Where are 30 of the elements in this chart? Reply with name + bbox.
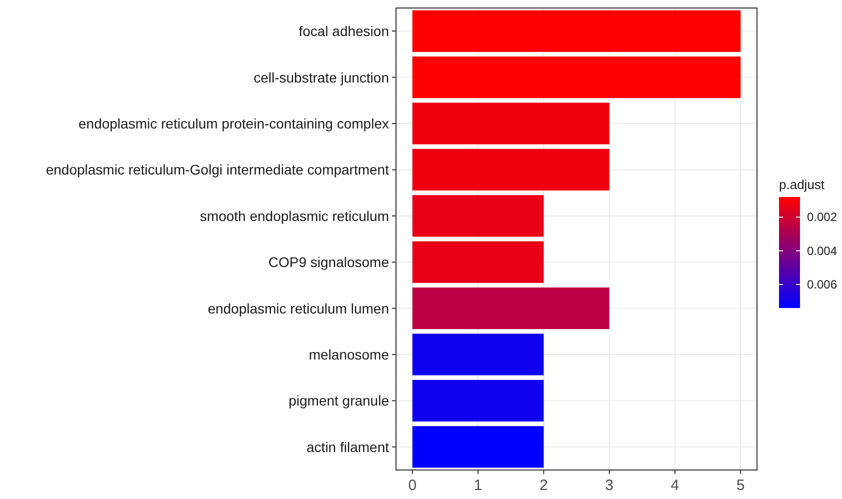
color-bar-title: p.adjust: [779, 177, 825, 192]
y-tick-label: smooth endoplasmic reticulum: [200, 208, 389, 224]
color-bar-label: 0.004: [807, 244, 838, 258]
bar: [412, 288, 610, 330]
y-tick-label: focal adhesion: [298, 23, 389, 40]
bar: [412, 380, 544, 422]
x-tick-label: 4: [670, 477, 680, 494]
bar: [412, 102, 610, 144]
y-tick-label: actin filament: [306, 438, 390, 455]
x-tick-label: 1: [474, 477, 482, 494]
bar: [412, 426, 544, 468]
bar: [412, 148, 610, 190]
bar: [412, 241, 544, 283]
y-tick-label: endoplasmic reticulum lumen: [208, 300, 389, 316]
x-tick-label: 5: [736, 477, 745, 494]
y-tick-label: endoplasmic reticulum protein-containing complex: [78, 116, 389, 132]
x-tick-label: 2: [540, 477, 548, 494]
bar: [412, 56, 741, 98]
bar: [412, 334, 544, 376]
x-tick-label: 3: [605, 477, 614, 494]
color-bar-label: 0.006: [807, 277, 838, 292]
y-tick-label: COP9 signalosome: [268, 254, 390, 270]
bar: [412, 10, 741, 52]
x-tick-label: 0: [408, 477, 417, 494]
y-tick-label: melanosome: [308, 346, 390, 362]
y-tick-label: cell-substrate junction: [254, 69, 389, 86]
y-tick-label: endoplasmic reticulum-Golgi intermediate compartment: [46, 162, 390, 178]
color-bar-label: 0.002: [807, 210, 838, 224]
bar: [412, 195, 544, 237]
y-tick-label: pigment granule: [288, 392, 390, 409]
